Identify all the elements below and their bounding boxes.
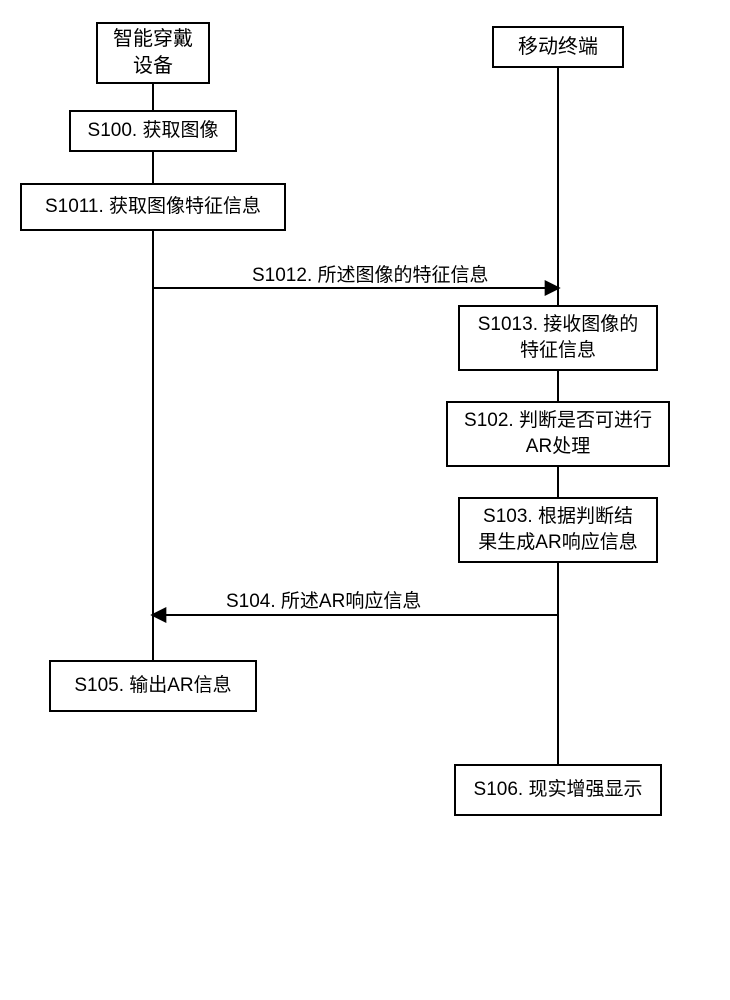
node-s100: S100. 获取图像 <box>69 110 237 152</box>
node-label: S1013. 接收图像的 特征信息 <box>478 312 639 363</box>
node-s105: S105. 输出AR信息 <box>49 660 257 712</box>
node-label: S1011. 获取图像特征信息 <box>45 194 261 220</box>
message-label-m1012: S1012. 所述图像的特征信息 <box>252 260 489 287</box>
node-s1013: S1013. 接收图像的 特征信息 <box>458 305 658 371</box>
node-s106: S106. 现实增强显示 <box>454 764 662 816</box>
node-s103: S103. 根据判断结 果生成AR响应信息 <box>458 497 658 563</box>
node-label: S103. 根据判断结 果生成AR响应信息 <box>478 504 637 555</box>
node-label: 智能穿戴 设备 <box>113 26 193 80</box>
node-hdr_left: 智能穿戴 设备 <box>96 22 210 84</box>
node-s102: S102. 判断是否可进行 AR处理 <box>446 401 670 467</box>
node-label: 移动终端 <box>518 34 598 61</box>
diagram-canvas: 智能穿戴 设备 移动终端 S100. 获取图像 S1011. 获取图像特征信息 S101… <box>0 0 730 1000</box>
node-label: S105. 输出AR信息 <box>74 673 231 699</box>
node-label: S100. 获取图像 <box>88 118 219 144</box>
message-label-m104: S104. 所述AR响应信息 <box>226 586 421 613</box>
node-s1011: S1011. 获取图像特征信息 <box>20 183 286 231</box>
node-label: S102. 判断是否可进行 AR处理 <box>464 408 652 459</box>
node-hdr_right: 移动终端 <box>492 26 624 68</box>
node-label: S106. 现实增强显示 <box>474 777 643 803</box>
